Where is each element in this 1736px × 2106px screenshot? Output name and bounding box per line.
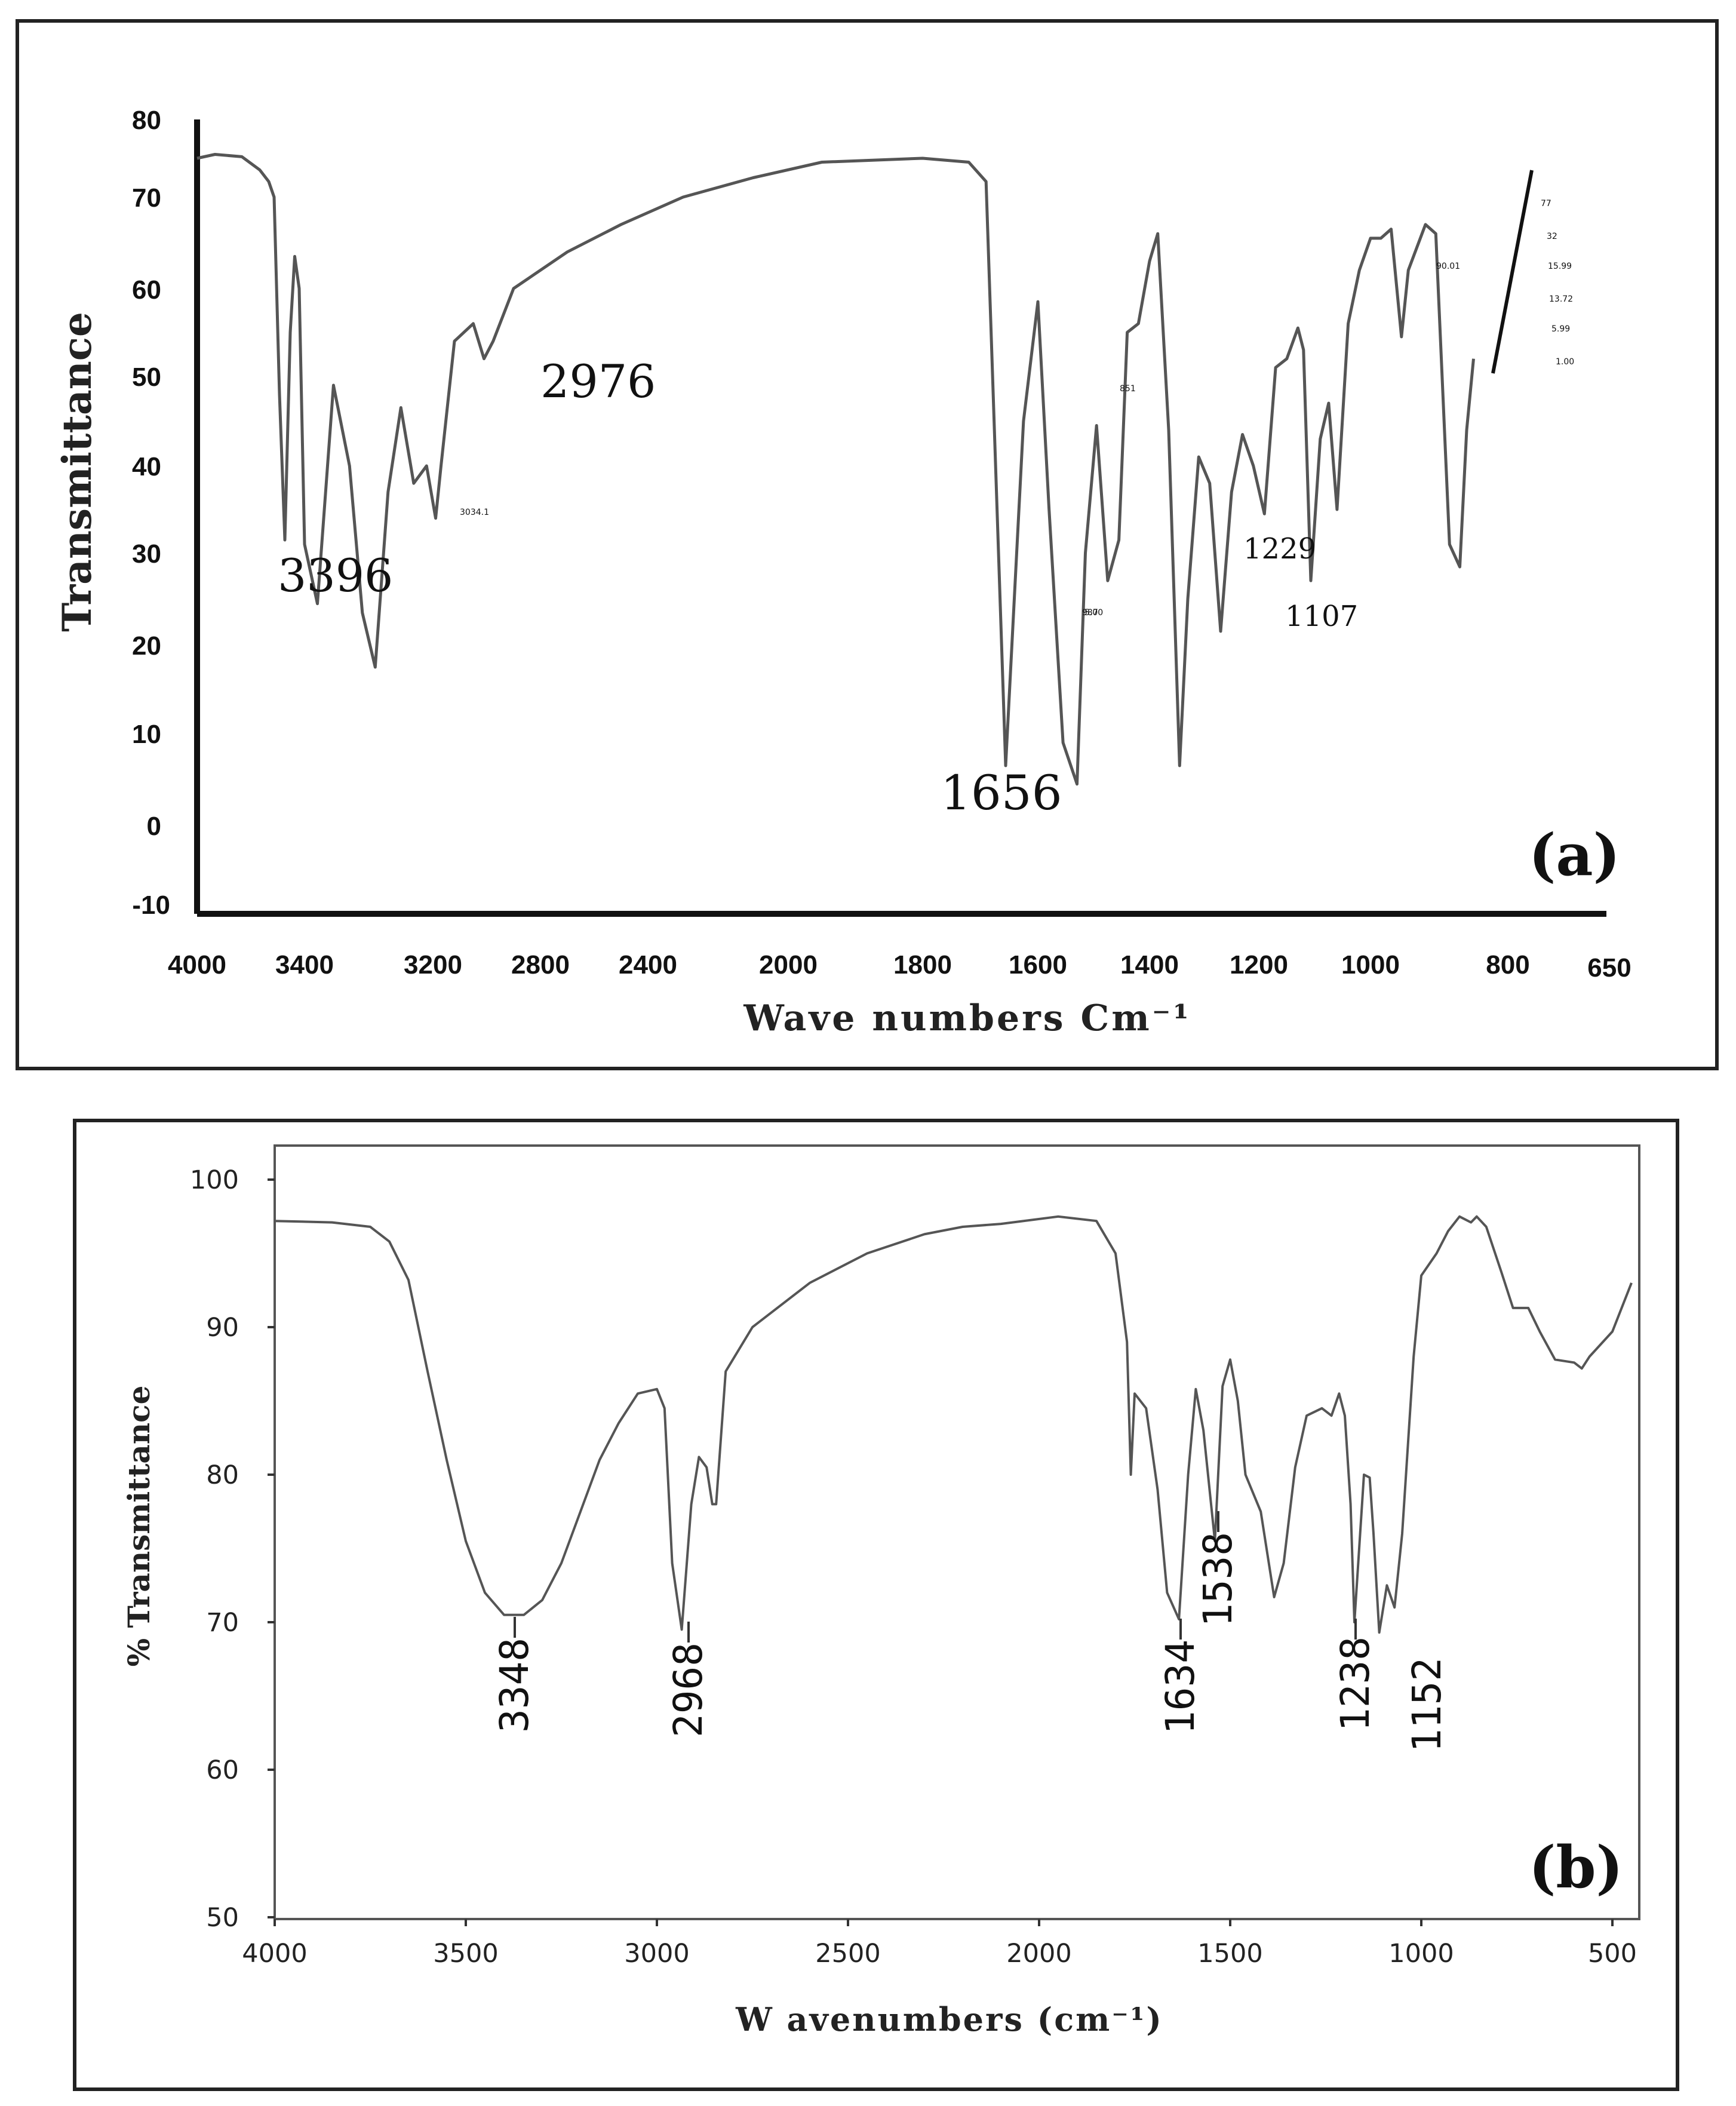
panel-b-x-ticks: [274, 1919, 1614, 1926]
panel-a-y-tick: -10: [132, 891, 170, 920]
panel-b-peak-label: 1634: [1157, 1640, 1203, 1734]
panel-b-x-tick: 500: [1588, 1939, 1637, 1969]
panel-a-note: 1.00: [1556, 357, 1574, 367]
panel-b-y-tick: 50: [206, 1903, 239, 1933]
panel-a-y-tick: 70: [132, 183, 161, 213]
panel-b-y-ticks: [268, 1178, 275, 1918]
panel-b-label: (b): [1529, 1834, 1623, 1901]
panel-b-y-tick-labels: 100 90 80 70 60 50: [190, 1165, 239, 1933]
panel-b-peak-label: 3348: [491, 1638, 537, 1733]
panel-b-peak-label: 2968: [665, 1643, 711, 1737]
panel-a-slanted-marker: [1491, 170, 1534, 374]
panel-a-note: 15.99: [1548, 262, 1572, 271]
panel-a-note: 5.99: [1551, 324, 1570, 334]
panel-a-x-tick-labels: 4000 3400 3200 2800 2400 2000 1800 1600 …: [168, 950, 1631, 983]
panel-a-x-tick: 1200: [1230, 950, 1288, 980]
panel-b-peak-label: 1152: [1404, 1657, 1450, 1752]
panel-b-y-tick: 80: [206, 1460, 239, 1490]
panel-a-note: 987: [1082, 608, 1098, 618]
panel-a-x-tick: 2800: [511, 950, 570, 980]
panel-a-x-tick: 1800: [893, 950, 952, 980]
panel-b-peak-label: 1238: [1332, 1637, 1378, 1732]
panel-a-x-tick: 800: [1486, 950, 1529, 980]
panel-a-y-tick: 50: [132, 363, 161, 392]
panel-a-note: 90.01: [1436, 262, 1460, 271]
panel-a-label: (a): [1529, 821, 1620, 889]
panel-a-x-tick: 2000: [759, 950, 818, 980]
panel-a-note: 77: [1541, 199, 1551, 208]
panel-a-x-tick: 3200: [404, 950, 462, 980]
panel-b-y-tick: 90: [206, 1313, 239, 1343]
panel-a-note: 13.72: [1549, 294, 1573, 304]
panel-a-y-axis-title: Transmittance: [54, 312, 100, 632]
panel-b-spectrum-line: [274, 1215, 1633, 1634]
panel-a-x-axis-title: Wave numbers Cm⁻¹: [743, 997, 1191, 1039]
panel-a-y-tick-labels: 80 70 60 50 40 30 20 10 0 -10: [132, 106, 170, 920]
panel-a-x-tick: 3400: [275, 950, 334, 980]
panel-a-y-tick: 30: [132, 539, 161, 569]
panel-b-x-tick-labels: 4000 3500 3000 2500 2000 1500 1000 500: [242, 1939, 1637, 1969]
panel-b-y-tick: 70: [206, 1608, 239, 1638]
panel-a-note: 32: [1547, 232, 1557, 241]
panel-b-plot-area: [274, 1144, 1640, 1920]
panel-b-x-tick: 1500: [1197, 1939, 1262, 1969]
panel-b-y-tick: 60: [206, 1755, 239, 1785]
panel-a-y-tick: 0: [147, 812, 161, 841]
panel-a-x-tick: 2400: [619, 950, 677, 980]
panel-b-y-axis-title: % Transmittance: [121, 1386, 156, 1667]
panel-b-x-tick: 2500: [815, 1939, 880, 1969]
panel-b-chart: 100 90 80 70 60 50 4000 3500 3000 2500 2…: [121, 1144, 1640, 2039]
panel-b-frame: [73, 1119, 1679, 2091]
panel-a-peak-label: 3396: [278, 549, 393, 602]
panel-a-y-tick: 40: [132, 452, 161, 481]
panel-a-peak-label: 1229: [1243, 532, 1316, 566]
panel-a-y-tick: 20: [132, 631, 161, 661]
panel-a-x-tick: 4000: [168, 950, 226, 980]
panel-a-note: 3034.1: [460, 508, 489, 517]
panel-a-y-tick: 80: [132, 106, 161, 135]
panel-b-x-tick: 1000: [1388, 1939, 1454, 1969]
panel-b-x-tick: 4000: [242, 1939, 307, 1969]
panel-a-peak-label: 1656: [941, 765, 1062, 821]
panel-a-note: 851: [1120, 384, 1136, 394]
panel-b-x-tick: 2000: [1006, 1939, 1071, 1969]
panel-a-y-tick: 10: [132, 720, 161, 749]
panel-a-x-tick: 650: [1587, 953, 1631, 983]
panel-a-peak-label: 1107: [1285, 600, 1358, 633]
panel-a-peak-label: 2976: [540, 355, 656, 408]
panel-a-x-tick: 1000: [1341, 950, 1400, 980]
panel-a-x-tick: 1600: [1009, 950, 1067, 980]
panel-b-x-axis-title: W avenumbers (cm⁻¹): [735, 2000, 1163, 2039]
panel-b-y-tick: 100: [190, 1165, 239, 1195]
panel-a-frame: [16, 19, 1719, 1070]
panel-a-y-tick: 60: [132, 275, 161, 305]
panel-b-peak-label: 1538: [1195, 1532, 1241, 1627]
panel-b-x-tick: 3500: [433, 1939, 498, 1969]
panel-a-x-tick: 1400: [1120, 950, 1179, 980]
panel-a-note: 5.00: [1084, 608, 1103, 618]
panel-a-chart: 80 70 60 50 40 30 20 10 0 -10 4000 3400 …: [54, 106, 1631, 1039]
panel-b-x-tick: 3000: [624, 1939, 689, 1969]
panel-a-spectrum-line: [196, 153, 1475, 786]
